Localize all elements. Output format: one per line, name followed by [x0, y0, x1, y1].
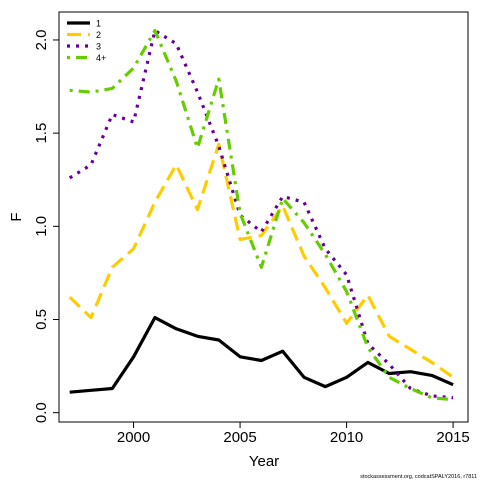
legend-label: 2: [96, 30, 101, 40]
credit-text: stockassessment.org, codcatSPALY2016, r7…: [360, 474, 477, 480]
x-axis: 2000 2005 2010 2015: [117, 422, 470, 446]
y-tick-label: 1.5: [33, 123, 50, 144]
y-tick-label: 2.0: [33, 30, 50, 51]
x-tick-label: 2000: [117, 429, 150, 446]
x-axis-label: Year: [249, 453, 279, 470]
series-line-1: [69, 316, 454, 394]
series-layer: [68, 29, 455, 402]
y-tick-label: 0.0: [33, 402, 50, 423]
x-tick-label: 2005: [223, 429, 256, 446]
plot-frame: [58, 11, 469, 423]
y-tick-label: 0.5: [33, 309, 50, 330]
series-line-2: [68, 142, 455, 379]
legend-label: 1: [96, 19, 101, 29]
y-axis: 0.0 0.5 1.0 1.5 2.0: [33, 30, 59, 423]
y-axis-label: F: [8, 212, 25, 221]
y-tick-label: 1.0: [33, 216, 50, 237]
series-line-4: [69, 29, 454, 402]
x-tick-label: 2010: [330, 429, 363, 446]
legend-label: 3: [96, 42, 101, 52]
legend-label: 4+: [96, 53, 106, 63]
legend: 12 34+: [67, 19, 106, 63]
x-tick-label: 2015: [436, 429, 469, 446]
